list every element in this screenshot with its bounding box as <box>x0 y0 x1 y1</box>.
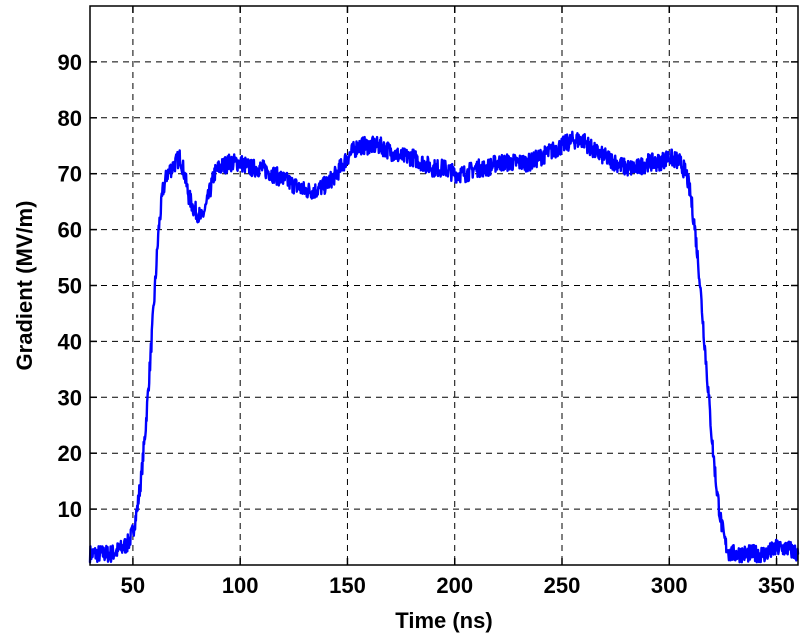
x-tick-label: 150 <box>329 573 366 598</box>
x-tick-label: 100 <box>222 573 259 598</box>
x-tick-label: 50 <box>121 573 145 598</box>
y-tick-label: 90 <box>58 50 82 75</box>
y-tick-label: 30 <box>58 385 82 410</box>
x-tick-label: 350 <box>758 573 795 598</box>
y-axis-label: Gradient (MV/m) <box>12 201 37 371</box>
y-tick-label: 20 <box>58 441 82 466</box>
series-line-0 <box>88 130 800 564</box>
x-axis-label: Time (ns) <box>395 608 492 633</box>
series-group <box>88 130 800 564</box>
y-tick-label: 50 <box>58 274 82 299</box>
x-tick-label: 250 <box>544 573 581 598</box>
x-tick-labels: 50 100 150 200 250 300 350 <box>121 573 795 598</box>
x-tick-label: 200 <box>436 573 473 598</box>
y-tick-label: 70 <box>58 162 82 187</box>
y-tick-label: 60 <box>58 218 82 243</box>
y-tick-label: 80 <box>58 106 82 131</box>
x-tick-label: 300 <box>651 573 688 598</box>
y-tick-labels: 10 20 30 40 50 60 70 80 90 <box>58 50 82 522</box>
tick-marks <box>90 6 798 565</box>
y-tick-label: 40 <box>58 329 82 354</box>
y-tick-label: 10 <box>58 497 82 522</box>
